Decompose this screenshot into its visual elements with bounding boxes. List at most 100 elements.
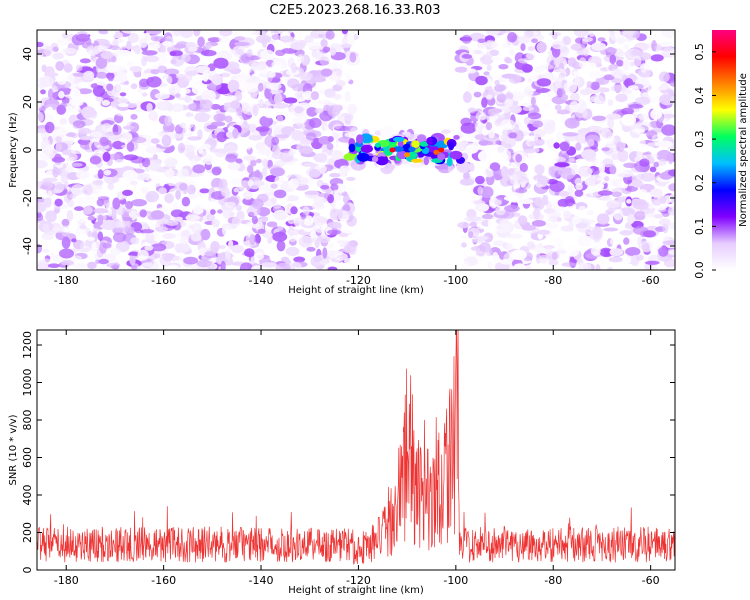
heatmap-cell <box>87 49 98 57</box>
heatmap-peak-cell <box>404 152 411 158</box>
heatmap-cell <box>266 221 278 228</box>
snr-frame <box>36 329 676 571</box>
heatmap-cell <box>273 160 286 167</box>
heatmap-cell <box>37 41 44 48</box>
heatmap-cell <box>187 136 201 141</box>
heatmap-cell <box>221 186 230 197</box>
heatmap-cell <box>160 266 177 270</box>
heatmap-cell <box>310 76 326 83</box>
heatmap-cell <box>608 30 615 33</box>
heatmap-cell <box>320 185 330 190</box>
heatmap-signal-cell <box>410 158 423 163</box>
heatmap-cell <box>179 87 187 98</box>
heatmap-cell <box>297 123 306 128</box>
heatmap-cell <box>668 169 675 177</box>
heatmap-signal-cell <box>343 153 356 161</box>
heatmap-cell <box>263 100 272 111</box>
heatmap-cell <box>141 262 154 268</box>
heatmap-cell <box>191 84 204 95</box>
heatmap-cell <box>571 215 582 225</box>
heatmap-cell <box>162 233 176 240</box>
heatmap-cell <box>495 206 506 216</box>
heatmap-cell <box>346 241 356 254</box>
heatmap-cell <box>318 193 330 198</box>
heatmap-cell <box>350 127 358 135</box>
heatmap-cell <box>166 220 179 226</box>
heatmap-cell <box>164 193 174 204</box>
heatmap-cell <box>483 71 490 76</box>
heatmap-cell <box>291 130 305 141</box>
heatmap-cell <box>267 237 273 244</box>
heatmap-cell <box>115 159 125 164</box>
heatmap-cell <box>126 40 132 51</box>
heatmap-cell <box>37 202 47 213</box>
heatmap-cell <box>116 80 125 93</box>
heatmap-cell <box>130 83 138 90</box>
heatmap-cell <box>75 170 90 179</box>
heatmap-cell <box>321 233 328 239</box>
heatmap-cell <box>48 88 54 100</box>
x-tick-label: -180 <box>54 574 79 587</box>
heatmap-cell <box>401 131 411 136</box>
heatmap-cell <box>122 189 133 196</box>
heatmap-cell <box>129 254 136 266</box>
heatmap-cell <box>468 162 475 172</box>
heatmap-cell <box>621 30 637 35</box>
heatmap-cell <box>99 136 109 147</box>
heatmap-cell <box>52 227 65 233</box>
heatmap-cell <box>287 78 300 89</box>
heatmap-cell <box>577 166 593 177</box>
heatmap-cell <box>315 228 325 233</box>
heatmap-cell <box>66 156 75 162</box>
heatmap-cell <box>153 36 167 42</box>
heatmap-cell <box>379 125 395 137</box>
heatmap-cell <box>207 37 222 43</box>
heatmap-cell <box>668 205 675 216</box>
heatmap-cell <box>144 32 151 41</box>
heatmap-cell <box>306 177 315 186</box>
heatmap-cell <box>533 196 544 207</box>
heatmap-cell <box>59 248 74 259</box>
heatmap-cell <box>465 144 479 154</box>
heatmap-cell <box>177 168 190 179</box>
heatmap-cell <box>288 261 302 270</box>
heatmap-cell <box>617 149 629 162</box>
heatmap-cell <box>454 66 468 73</box>
heatmap-cell <box>61 236 71 249</box>
heatmap-cell <box>453 135 460 140</box>
heatmap-cell <box>327 221 342 229</box>
heatmap-cell <box>146 176 161 184</box>
heatmap-cell <box>659 46 674 52</box>
heatmap-cell <box>139 38 148 48</box>
heatmap-cell <box>511 249 527 261</box>
heatmap-cell <box>39 76 55 88</box>
heatmap-cell <box>507 233 523 239</box>
heatmap-cell <box>460 117 472 127</box>
heatmap-cell <box>668 183 675 192</box>
heatmap-cell <box>42 223 50 233</box>
heatmap-cell <box>304 265 312 270</box>
heatmap-cell <box>129 66 142 73</box>
heatmap-cell <box>548 236 560 245</box>
heatmap-cell <box>92 228 101 233</box>
heatmap-cell <box>231 244 244 254</box>
heatmap-cell <box>197 36 205 48</box>
heatmap-cell <box>610 84 627 93</box>
heatmap-cell <box>574 177 583 186</box>
heatmap-cell <box>538 254 549 263</box>
heatmap-cell <box>145 231 155 244</box>
heatmap-cell <box>489 49 499 56</box>
heatmap-cell <box>161 134 172 147</box>
heatmap-cell <box>211 218 220 228</box>
heatmap-cell <box>601 147 610 152</box>
heatmap-cell <box>112 232 127 243</box>
heatmap-signal-cell <box>375 156 389 166</box>
heatmap-cell <box>257 82 264 92</box>
heatmap-cell <box>496 93 507 103</box>
heatmap-cell <box>211 166 222 176</box>
heatmap-cell <box>218 245 226 250</box>
heatmap-cell <box>239 262 253 270</box>
snr-x-ticks: -180 -160 -140 -120 -100 -80 -60 <box>54 330 660 587</box>
heatmap-cell <box>536 41 549 54</box>
heatmap-cell <box>649 120 662 128</box>
